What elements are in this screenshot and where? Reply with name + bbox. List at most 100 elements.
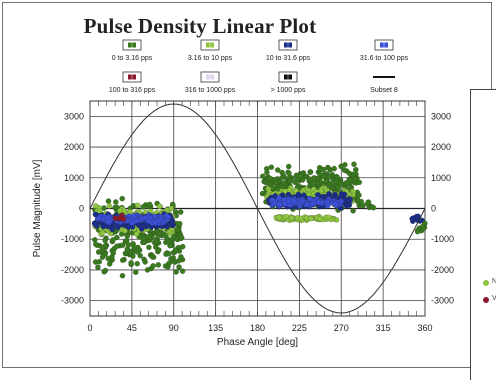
data-point: [140, 235, 146, 242]
data-point: [124, 233, 131, 239]
data-point: [268, 164, 275, 170]
y-tick-label-right: -3000: [431, 296, 454, 306]
data-point: [92, 211, 99, 218]
side-label: N: [492, 278, 496, 285]
data-point: [104, 215, 111, 221]
data-point: [291, 198, 298, 205]
data-point: [271, 200, 277, 207]
legend-label: > 1000 pps: [271, 87, 306, 94]
data-point: [96, 259, 103, 265]
data-point: [276, 214, 282, 221]
data-point: [179, 243, 186, 250]
data-point: [96, 215, 102, 221]
data-point: [175, 258, 182, 264]
data-point: [105, 256, 112, 262]
data-point: [124, 246, 131, 252]
data-point: [162, 233, 169, 239]
y-tick-label-left: 2000: [64, 142, 84, 152]
data-point: [179, 268, 186, 274]
data-point: [129, 220, 135, 226]
pulse-density-chart: 0 to 3.16 pps 3.16 to 10 pps 10 to 31.6 pp…: [32, 39, 454, 348]
data-point: [307, 169, 313, 175]
data-point: [317, 167, 323, 173]
data-point: [131, 213, 137, 219]
data-point: [342, 161, 348, 168]
y-tick-label-right: -1000: [431, 234, 454, 244]
y-tick-label-left: -1000: [61, 234, 84, 244]
data-point: [134, 261, 140, 267]
x-tick-label: 225: [292, 323, 307, 333]
x-tick-label: 315: [376, 323, 391, 333]
data-point: [260, 173, 266, 179]
data-point: [110, 237, 116, 243]
data-point: [279, 175, 285, 181]
data-point: [128, 260, 134, 266]
data-point: [167, 242, 173, 249]
data-point: [281, 180, 287, 186]
x-axis-title: Phase Angle [deg]: [217, 337, 298, 348]
data-point: [112, 215, 119, 221]
data-point: [146, 234, 152, 240]
data-point: [283, 213, 289, 220]
data-point: [102, 251, 108, 257]
data-point: [176, 264, 182, 270]
data-point: [119, 257, 126, 263]
data-point: [309, 200, 316, 207]
data-point: [113, 199, 119, 205]
y-tick-label-right: 1000: [431, 173, 451, 183]
data-point: [344, 179, 350, 186]
data-point: [130, 241, 136, 247]
side-panel: N V: [470, 89, 496, 380]
data-point: [270, 185, 276, 191]
x-tick-label: 360: [417, 323, 432, 333]
x-tick-label: 135: [208, 323, 223, 333]
data-point: [140, 204, 146, 210]
x-tick-label: 270: [334, 323, 349, 333]
data-point: [173, 269, 179, 275]
chart-title: Pulse Density Linear Plot: [83, 14, 317, 38]
data-point: [338, 198, 344, 204]
data-point: [347, 197, 354, 203]
y-tick-label-left: 0: [79, 204, 84, 214]
data-point: [317, 216, 323, 222]
y-tick-label-left: -3000: [61, 296, 84, 306]
data-point: [282, 201, 288, 207]
data-point: [409, 215, 415, 222]
data-point: [130, 253, 136, 259]
data-point: [178, 234, 185, 241]
data-point: [178, 254, 184, 260]
data-point: [370, 204, 377, 211]
data-point: [172, 247, 179, 253]
data-point: [102, 237, 108, 244]
data-point: [174, 226, 181, 233]
data-point: [156, 203, 163, 209]
data-point: [353, 166, 359, 173]
data-point: [110, 250, 117, 256]
data-point: [308, 215, 314, 222]
data-point: [92, 241, 99, 247]
data-point: [120, 242, 126, 248]
data-point: [102, 243, 108, 249]
data-point: [335, 184, 341, 191]
data-point: [99, 230, 106, 236]
data-point: [176, 220, 183, 227]
data-point: [286, 170, 292, 177]
data-point: [146, 244, 152, 250]
y-tick-label-left: 1000: [64, 173, 84, 183]
x-tick-label: 90: [169, 323, 179, 333]
data-point: [267, 175, 273, 182]
data-point: [102, 267, 109, 274]
data-point: [95, 264, 101, 270]
data-point: [165, 214, 171, 220]
data-point: [155, 262, 161, 268]
data-point: [137, 252, 143, 259]
data-point: [325, 214, 332, 220]
data-point: [297, 173, 304, 179]
data-point: [414, 213, 420, 220]
data-point: [153, 244, 159, 250]
data-point: [287, 178, 293, 184]
data-point: [276, 201, 283, 207]
data-point: [358, 198, 364, 205]
legend: 0 to 3.16 pps 3.16 to 10 pps 10 to 31.6 pp…: [109, 39, 409, 94]
